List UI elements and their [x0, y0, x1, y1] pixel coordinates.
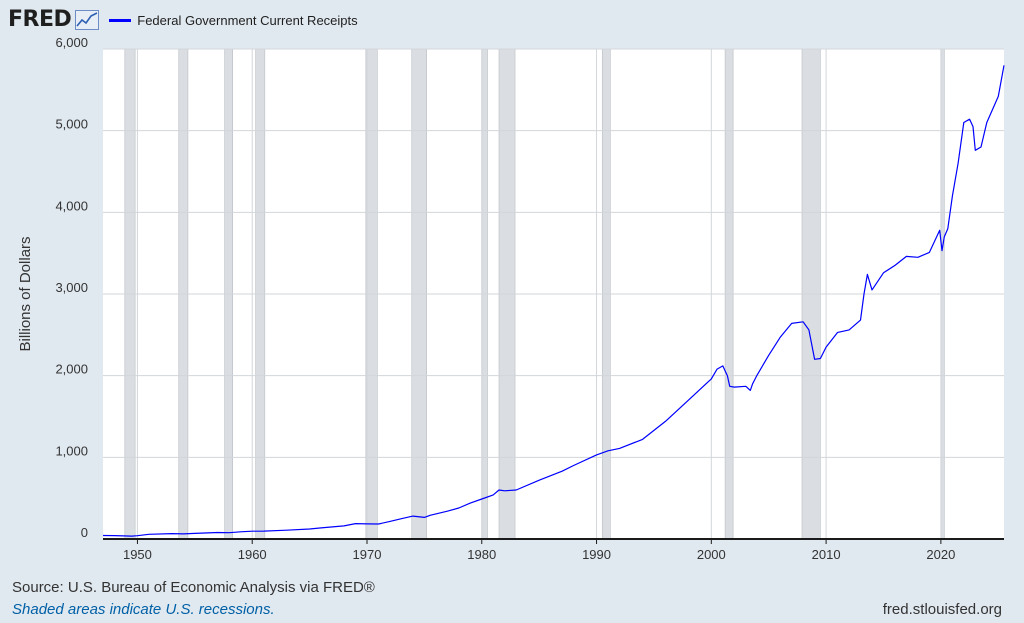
source-text: Source: U.S. Bureau of Economic Analysis…	[12, 579, 375, 596]
legend: Federal Government Current Receipts	[109, 12, 358, 28]
x-tick-label: 1990	[582, 547, 611, 562]
x-tick-label: 1980	[467, 547, 496, 562]
x-axis: 1950 1960 1970 1980 1990 2000 2010 2020	[123, 539, 955, 562]
header: FRED Federal Government Current Receipts	[8, 6, 358, 34]
x-tick-label: 1960	[238, 547, 267, 562]
line-chart-icon	[75, 10, 100, 30]
y-tick-label: 0	[81, 525, 88, 540]
series-line-0	[102, 65, 1005, 537]
y-tick-label: 1,000	[55, 443, 88, 458]
legend-label-series: Federal Government Current Receipts	[137, 12, 358, 28]
recession-note: Shaded areas indicate U.S. recessions.	[12, 601, 275, 618]
x-tick-label: 1950	[123, 547, 152, 562]
y-axis-label: Billions of Dollars	[17, 236, 34, 351]
grid-lines	[103, 48, 1004, 539]
y-tick-label: 4,000	[55, 198, 88, 213]
y-tick-label: 3,000	[55, 280, 88, 295]
x-tick-label: 2010	[812, 547, 841, 562]
x-tick-label: 2000	[697, 547, 726, 562]
x-tick-label: 2020	[926, 547, 955, 562]
fred-logo[interactable]: FRED	[8, 7, 72, 32]
series-layer	[102, 65, 1005, 537]
y-tick-label: 6,000	[55, 35, 88, 50]
y-tick-label: 2,000	[55, 362, 88, 377]
legend-swatch	[109, 18, 132, 22]
site-link[interactable]: fred.stlouisfed.org	[882, 601, 1002, 618]
y-axis: 0 1,000 2,000 3,000 4,000 5,000 6,000	[55, 35, 88, 540]
x-tick-label: 1970	[353, 547, 382, 562]
y-tick-label: 5,000	[55, 117, 88, 132]
